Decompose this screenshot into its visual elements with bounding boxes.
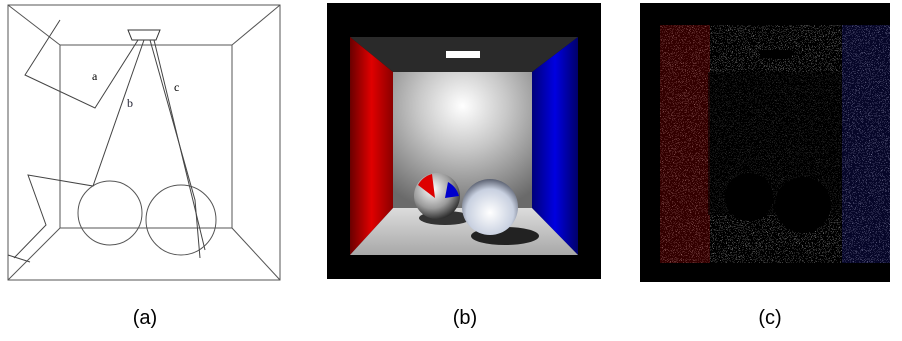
panel-b xyxy=(327,3,601,279)
caption: (b) xyxy=(453,307,477,329)
ray-label: a xyxy=(92,69,98,83)
panel-a xyxy=(8,5,280,280)
caption: (a) xyxy=(133,307,157,329)
ray-label: b xyxy=(127,96,133,110)
caption: (c) xyxy=(758,307,781,329)
panel-c xyxy=(640,3,890,282)
figure: a b c (a) (b) (c) xyxy=(0,0,902,341)
page: a b c (a) (b) (c) (() => { const data = … xyxy=(0,0,902,341)
ray-label: c xyxy=(174,80,179,94)
